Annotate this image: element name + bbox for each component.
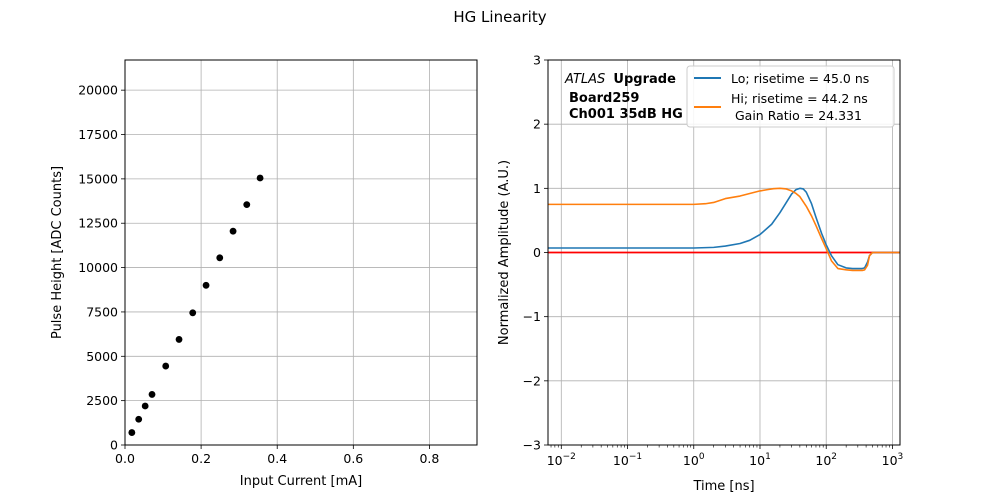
left-y-tick-label: 15000 [78, 171, 118, 186]
data-point [148, 391, 156, 398]
left-x-tick-label: 0.0 [115, 451, 135, 466]
atlas-label: ATLAS [564, 72, 605, 87]
left-ticks: 0.0 0.2 0.4 0.6 0.8 0 2500 5000 7500 10000 12500 15… [78, 83, 439, 466]
right-y-tick-label: 0 [533, 245, 541, 260]
left-y-tick-label: 5000 [86, 349, 118, 364]
legend-label-hi: Hi; risetime = 44.2 ns [731, 91, 868, 106]
right-y-tick-label: −3 [523, 438, 541, 453]
data-point [202, 281, 210, 289]
board-label: Board259 [569, 91, 639, 106]
right-x-tick-label: 10−1 [613, 452, 642, 468]
left-x-axis-label: Input Current [mA] [240, 474, 362, 489]
left-x-tick-label: 0.4 [267, 451, 287, 466]
right-x-tick-label: 102 [815, 452, 837, 468]
left-data-points [128, 174, 264, 436]
left-x-tick-label: 0.8 [419, 451, 439, 466]
legend-label-lo: Lo; risetime = 45.0 ns [731, 71, 869, 86]
left-y-tick-label: 7500 [86, 304, 118, 319]
left-x-tick-label: 0.2 [191, 451, 211, 466]
left-y-tick-label: 2500 [86, 393, 118, 408]
svg-text:ATLAS Upgrade: ATLAS Upgrade [564, 72, 676, 87]
data-point [175, 336, 183, 343]
right-series [548, 187, 900, 272]
left-y-tick-label: 10000 [78, 260, 118, 275]
data-point [162, 362, 170, 370]
right-y-tick-label: −1 [523, 309, 541, 324]
legend-gain-ratio: Gain Ratio = 24.331 [731, 108, 862, 123]
data-point [229, 227, 237, 235]
right-x-tick-label: 103 [882, 452, 904, 468]
data-point [243, 201, 251, 208]
hi-gain-waveform [548, 187, 900, 272]
data-point [216, 254, 224, 262]
left-chart: 0.0 0.2 0.4 0.6 0.8 0 2500 5000 7500 10000 12500 15… [50, 59, 478, 489]
right-y-tick-label: 2 [533, 117, 541, 132]
channel-label: Ch001 35dB HG [569, 107, 683, 122]
right-y-tick-label: 1 [533, 181, 541, 196]
legend-box [686, 65, 895, 128]
left-y-tick-label: 17500 [78, 127, 118, 142]
atlas-annotation: ATLAS Upgrade Board259 Ch001 35dB HG [564, 72, 683, 122]
data-point [128, 429, 136, 436]
left-plot-area [125, 60, 477, 445]
right-ticks: 10−2 10−1 100 101 102 103 −3 −2 −1 0 1 2 3 [523, 53, 904, 469]
right-x-axis-label: Time [ns] [692, 479, 754, 494]
right-y-tick-label: −2 [523, 373, 541, 388]
left-x-tick-label: 0.6 [343, 451, 363, 466]
legend: Lo; risetime = 45.0 ns Hi; risetime = 44… [686, 65, 895, 128]
figure-title: HG Linearity [453, 8, 546, 26]
right-chart: 10−2 10−1 100 101 102 103 −3 −2 −1 0 1 2 3 ATLAS Upg… [497, 53, 903, 495]
right-y-axis-label: Normalized Amplitude (A.U.) [497, 160, 512, 345]
left-y-tick-label: 0 [110, 438, 118, 453]
data-point [141, 402, 149, 410]
left-y-axis-label: Pulse Height [ADC Counts] [50, 166, 65, 339]
left-axes-frame [124, 59, 478, 446]
upgrade-label: Upgrade [613, 72, 676, 87]
right-x-tick-label: 100 [683, 452, 705, 468]
right-x-tick-label: 101 [749, 452, 771, 468]
data-point [189, 309, 197, 317]
data-point [256, 174, 264, 182]
right-y-tick-label: 3 [533, 53, 541, 68]
data-point [135, 415, 143, 423]
left-y-tick-label: 20000 [78, 83, 118, 98]
left-y-tick-label: 12500 [78, 216, 118, 231]
right-x-tick-label: 10−2 [547, 452, 576, 468]
